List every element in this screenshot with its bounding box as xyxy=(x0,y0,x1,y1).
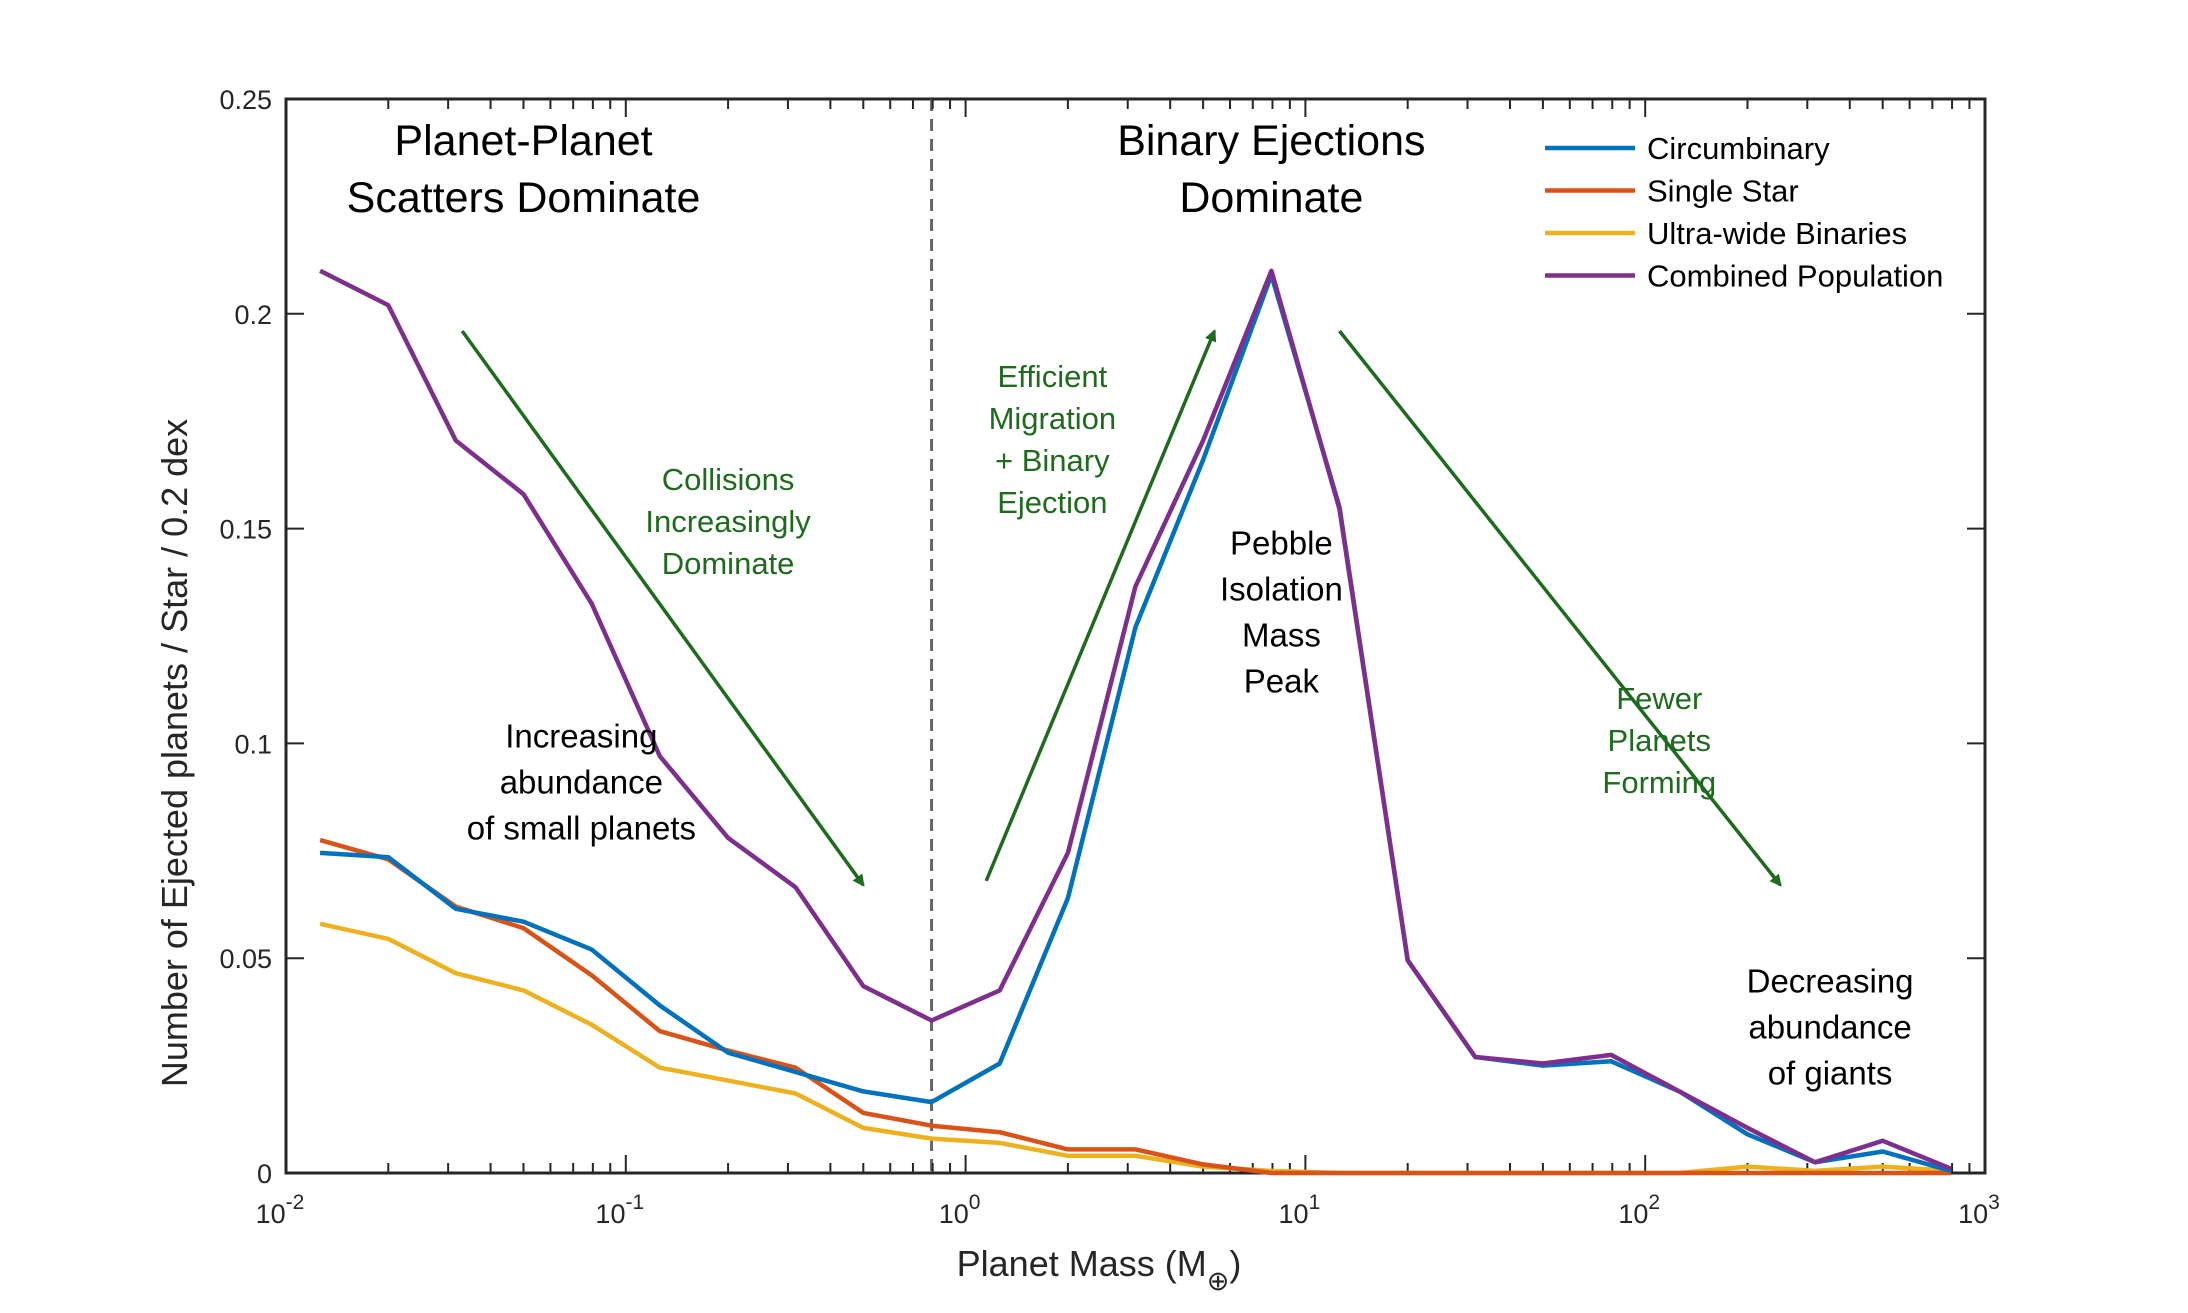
annotation-line: Migration xyxy=(989,401,1117,436)
region-annotation: Decreasing abundance of giants xyxy=(1747,963,1914,1092)
annotation-line: Pebble xyxy=(1230,524,1333,561)
region-annotation: Pebble Isolation Mass Peak xyxy=(1220,524,1343,699)
annotation-line: Forming xyxy=(1602,765,1716,800)
x-axis-label: Planet Mass (M⊕) xyxy=(957,1243,1242,1296)
y-tick-label: 0 xyxy=(257,1159,272,1189)
annotation-line: Isolation xyxy=(1220,570,1343,607)
regime-heading-line: Binary Ejections xyxy=(1117,117,1425,165)
y-tick-label: 0.15 xyxy=(219,515,272,545)
annotation-line: of small planets xyxy=(467,810,696,847)
x-axis-label-text: Planet Mass (M xyxy=(957,1243,1207,1284)
regime-heading-line: Dominate xyxy=(1179,174,1363,222)
legend-label: Circumbinary xyxy=(1647,131,1830,166)
annotation-line: abundance xyxy=(500,764,663,801)
trend-arrow xyxy=(460,329,865,887)
trend-annotation: Fewer Planets Forming xyxy=(1602,681,1716,800)
trend-annotation: Collisions Increasingly Dominate xyxy=(645,462,811,581)
annotation-line: Planets xyxy=(1608,723,1711,758)
annotation-line: Ejection xyxy=(997,485,1107,520)
regime-heading-line: Scatters Dominate xyxy=(347,174,701,222)
x-tick-label: 100 xyxy=(939,1191,981,1229)
annotation-line: Increasingly xyxy=(645,504,811,539)
y-tick-label: 0.2 xyxy=(234,300,272,330)
x-axis-label-close: ) xyxy=(1229,1243,1241,1284)
legend-label: Single Star xyxy=(1647,174,1799,209)
annotation-line: of giants xyxy=(1768,1055,1893,1092)
annotation-line: Efficient xyxy=(997,359,1107,394)
regime-heading: Planet-Planet Scatters Dominate xyxy=(347,117,701,222)
annotation-line: Peak xyxy=(1244,662,1320,699)
annotation-line: Decreasing xyxy=(1747,963,1914,1000)
trend-annotation: Efficient Migration + Binary Ejection xyxy=(989,359,1117,520)
region-annotation: Increasing abundance of small planets xyxy=(467,718,696,847)
legend-label: Ultra-wide Binaries xyxy=(1647,216,1907,251)
axis-ticks: 10-2 10-1 100 101 102 103 0 0.05 0.1 0.15 0.2 0.25 xyxy=(219,85,1999,1229)
axes-box xyxy=(284,97,1987,1175)
annotations: Planet-Planet Scatters Dominate Binary Eje… xyxy=(347,117,1914,1092)
series-lines xyxy=(319,268,1952,1176)
series-line-single-star xyxy=(319,837,1951,1176)
x-axis-label-subscript: ⊕ xyxy=(1207,1266,1230,1296)
annotation-line: Fewer xyxy=(1616,681,1702,716)
y-tick-label: 0.05 xyxy=(219,944,272,974)
x-tick-label: 102 xyxy=(1618,1191,1660,1229)
trend-arrows xyxy=(460,329,1782,887)
legend-label: Combined Population xyxy=(1647,259,1943,294)
plot-area xyxy=(284,97,1987,1175)
x-tick-label: 103 xyxy=(1958,1191,2000,1229)
annotation-line: Collisions xyxy=(662,462,795,497)
x-tick-label: 10-2 xyxy=(256,1191,305,1229)
y-tick-label: 0.25 xyxy=(219,85,272,115)
trend-arrow xyxy=(984,329,1217,882)
x-tick-label: 10-1 xyxy=(595,1191,644,1229)
y-tick-label: 0.1 xyxy=(234,729,272,759)
annotation-line: + Binary xyxy=(995,443,1110,478)
annotation-line: Increasing xyxy=(505,718,657,755)
trend-arrow xyxy=(1338,329,1782,887)
regime-heading: Binary Ejections Dominate xyxy=(1117,117,1425,222)
y-axis-label: Number of Ejected planets / Star / 0.2 d… xyxy=(154,419,195,1087)
annotation-line: Dominate xyxy=(662,546,795,581)
annotation-line: Mass xyxy=(1242,616,1321,653)
legend: Circumbinary Single Star Ultra-wide Binari… xyxy=(1545,131,1943,294)
x-tick-label: 101 xyxy=(1279,1191,1321,1229)
annotation-line: abundance xyxy=(1748,1009,1911,1046)
series-line-combined-population xyxy=(319,268,1952,1171)
regime-heading-line: Planet-Planet xyxy=(394,117,652,165)
